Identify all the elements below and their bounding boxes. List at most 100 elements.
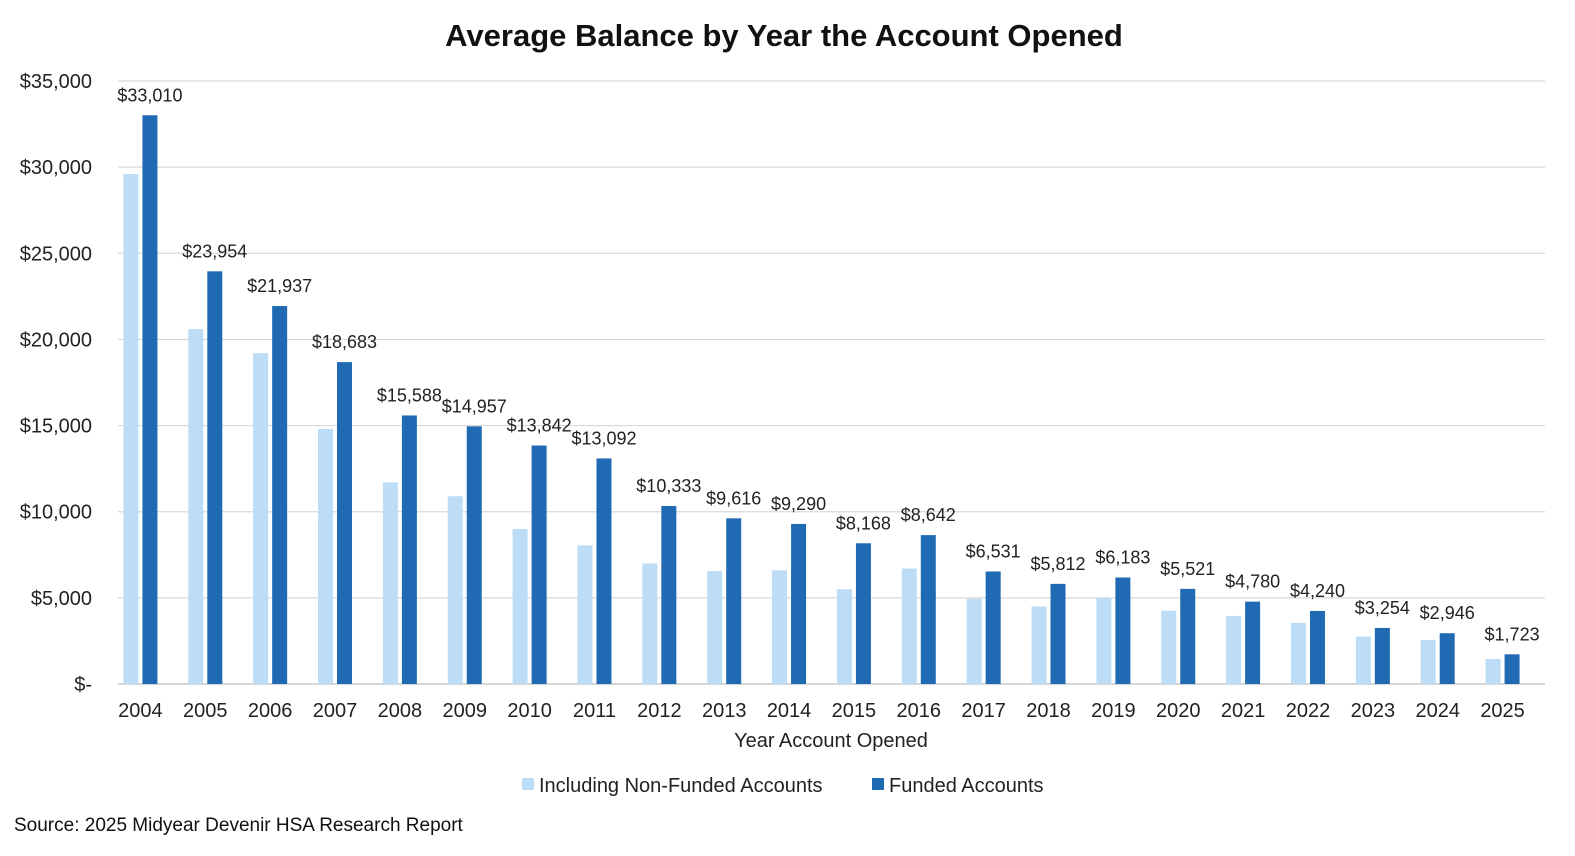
data-label: $13,842 (507, 416, 572, 436)
bar-non-funded (253, 353, 269, 684)
x-tick-label: 2011 (573, 700, 616, 722)
data-label: $1,723 (1485, 624, 1540, 644)
bar-funded (1374, 627, 1390, 684)
data-label: $9,616 (706, 488, 761, 508)
data-label: $2,946 (1420, 603, 1475, 623)
data-label: $21,937 (247, 276, 312, 296)
x-tick-label: 2013 (702, 700, 747, 722)
bar-non-funded (1096, 597, 1112, 684)
bar-funded (1050, 583, 1066, 684)
data-label: $9,290 (771, 494, 826, 514)
bar-non-funded (188, 329, 204, 684)
bars (123, 115, 1520, 685)
x-tick-label: 2009 (443, 700, 488, 722)
legend: Including Non-Funded Accounts Funded Acco… (522, 775, 1044, 797)
bar-non-funded (318, 429, 334, 684)
data-label: $4,780 (1225, 572, 1280, 592)
y-tick-label: $10,000 (20, 502, 92, 524)
x-tick-label: 2017 (961, 700, 1006, 722)
y-tick-label: $30,000 (20, 157, 92, 179)
bar-non-funded (1355, 636, 1371, 684)
bar-non-funded (577, 545, 593, 684)
data-label: $10,333 (636, 476, 701, 496)
bar-non-funded (512, 528, 528, 684)
bar-funded (596, 458, 612, 684)
bar-non-funded (772, 570, 788, 684)
x-axis: 2004 2005 2006 2007 2008 2009 2010 2011 2012 2013… (118, 700, 1525, 722)
data-label: $8,168 (836, 513, 891, 533)
data-label: $14,957 (442, 396, 507, 416)
bar-funded (985, 571, 1001, 684)
data-label: $5,521 (1160, 559, 1215, 579)
data-label: $8,642 (901, 505, 956, 525)
x-tick-label: 2012 (637, 700, 682, 722)
x-tick-label: 2015 (832, 700, 877, 722)
bar-non-funded (382, 482, 398, 684)
bar-non-funded (1226, 615, 1242, 684)
x-tick-label: 2022 (1286, 700, 1331, 722)
bar-funded (661, 505, 677, 684)
bar-non-funded (707, 571, 723, 684)
data-label: $13,092 (571, 428, 636, 448)
bar-non-funded (447, 496, 463, 684)
data-label: $15,588 (377, 385, 442, 405)
bar-funded (337, 362, 353, 684)
y-tick-label: $5,000 (31, 588, 92, 610)
legend-label: Funded Accounts (889, 775, 1044, 797)
data-label: $23,954 (182, 241, 247, 261)
y-tick-label: $35,000 (20, 71, 92, 93)
x-tick-label: 2021 (1221, 700, 1266, 722)
y-tick-label: $- (74, 674, 92, 696)
gridlines (118, 80, 1545, 685)
bar-funded (272, 306, 288, 684)
x-tick-label: 2016 (897, 700, 942, 722)
bar-funded (726, 518, 742, 684)
bar-funded (1309, 610, 1325, 684)
y-axis: $- $5,000 $10,000 $15,000 $20,000 $25,000 $30,… (20, 71, 92, 696)
bar-funded (401, 415, 417, 684)
bar-funded (1504, 654, 1520, 684)
legend-label: Including Non-Funded Accounts (539, 775, 823, 797)
data-label: $6,531 (966, 541, 1021, 561)
data-label: $4,240 (1290, 581, 1345, 601)
x-tick-label: 2020 (1156, 700, 1201, 722)
chart-title: Average Balance by Year the Account Open… (445, 18, 1123, 53)
bar-funded (1439, 633, 1455, 684)
bar-funded (142, 115, 158, 685)
bar-funded (1245, 601, 1261, 684)
y-tick-label: $25,000 (20, 243, 92, 265)
bar-funded (466, 426, 482, 684)
bar-non-funded (1290, 622, 1306, 684)
bar-non-funded (1161, 610, 1177, 684)
x-tick-label: 2006 (248, 700, 293, 722)
bar-non-funded (642, 563, 658, 684)
data-label: $33,010 (117, 85, 182, 105)
x-axis-title: Year Account Opened (734, 730, 928, 752)
x-tick-label: 2023 (1351, 700, 1396, 722)
x-tick-label: 2018 (1026, 700, 1071, 722)
data-label: $3,254 (1355, 598, 1410, 618)
x-tick-label: 2014 (767, 700, 812, 722)
bar-non-funded (901, 568, 917, 684)
bar-non-funded (966, 598, 982, 684)
x-tick-label: 2008 (378, 700, 423, 722)
bar-funded (920, 535, 936, 684)
legend-swatch (522, 778, 534, 790)
x-tick-label: 2007 (313, 700, 358, 722)
bar-funded (791, 523, 807, 684)
x-tick-label: 2025 (1480, 700, 1525, 722)
bar-funded (1115, 577, 1131, 684)
bar-funded (207, 271, 223, 684)
bar-funded (1180, 588, 1196, 684)
x-tick-label: 2004 (118, 700, 163, 722)
data-labels: $33,010 $23,954$21,937 $18,683 $15,588$14,9… (117, 85, 1539, 644)
data-label: $6,183 (1095, 547, 1150, 567)
bar-non-funded (123, 174, 139, 684)
data-label: $18,683 (312, 332, 377, 352)
y-tick-label: $15,000 (20, 416, 92, 438)
source-note: Source: 2025 Midyear Devenir HSA Researc… (14, 815, 463, 836)
y-tick-label: $20,000 (20, 329, 92, 351)
bar-non-funded (1420, 640, 1436, 684)
bar-non-funded (1031, 606, 1047, 684)
